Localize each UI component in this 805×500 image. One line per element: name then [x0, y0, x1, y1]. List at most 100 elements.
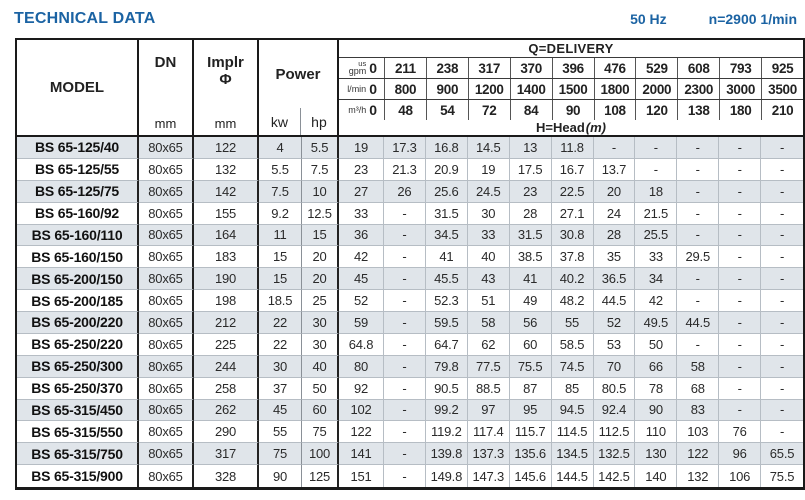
head-value-cell: 33: [339, 202, 384, 225]
head-value-cell: 59.5: [425, 312, 468, 334]
hp-cell: 5.5: [302, 137, 339, 159]
head-value-cell: 44.5: [677, 312, 720, 334]
delivery-value: 211: [384, 58, 426, 78]
head-value-cell: 19: [339, 137, 384, 159]
delivery-unit-row-l_min: l/min 0 800 900 1200 1400 1500 1800 2000 2300 3000…: [339, 78, 803, 99]
head-value-cell: 23: [339, 158, 384, 181]
head-value-cell: -: [384, 202, 426, 225]
hp-cell: 10: [302, 180, 339, 203]
delivery-value: 90: [551, 100, 594, 120]
implr-cell: 183: [194, 246, 259, 269]
head-value-cell: -: [719, 290, 762, 312]
model-cell: BS 65-125/40: [17, 137, 139, 159]
kw-cell: 75: [259, 443, 302, 466]
head-value-cell: 147.3: [468, 465, 510, 487]
head-value-cell: 134.5: [551, 443, 594, 466]
head-value-cell: 92: [339, 377, 384, 400]
implr-cell: 142: [194, 180, 259, 203]
implr-cell: 328: [194, 465, 259, 487]
head-value-cell: 16.8: [425, 137, 468, 159]
implr-cell: 164: [194, 224, 259, 247]
head-value-cell: 33: [635, 246, 678, 269]
head-value-cell: 65.5: [761, 443, 803, 466]
table-row: BS 65-125/40 80x65 122 4 5.5 19 17.3 16.8 14.5 13…: [17, 137, 803, 159]
head-value-cell: -: [677, 333, 720, 356]
implr-cell: 317: [194, 443, 259, 466]
head-value-cell: -: [677, 268, 720, 291]
head-value-cell: 115.7: [509, 421, 552, 444]
column-header-model: MODEL: [17, 40, 139, 135]
delivery-unit-rows: us gpm 0 211 238 317 370 396 476 529 608 793 925 l/mi…: [339, 57, 803, 120]
head-unit-label: (m): [585, 120, 606, 135]
head-value-cell: 122: [677, 443, 720, 466]
model-cell: BS 65-315/450: [17, 399, 139, 422]
kw-cell: 9.2: [259, 202, 302, 225]
head-value-cell: -: [761, 356, 803, 378]
table-row: BS 65-200/150 80x65 190 15 20 45-45.5 43 41 40.2…: [17, 268, 803, 291]
head-value-cell: 58: [677, 355, 720, 378]
dn-cell: 80x65: [139, 421, 194, 444]
head-value-cell: 55: [551, 312, 594, 334]
column-header-delivery: Q=DELIVERY us gpm 0 211 238 317 370 396 476 529 60…: [339, 40, 803, 135]
head-value-cell: -: [761, 400, 803, 422]
head-value-cell: 40.2: [551, 268, 594, 291]
delivery-value: 608: [677, 58, 719, 78]
kw-cell: 37: [259, 377, 302, 400]
head-value-cell: -: [719, 377, 762, 400]
unit_us_top-label: us: [358, 58, 367, 68]
delivery-value: 180: [719, 100, 761, 120]
dn-cell: 80x65: [139, 377, 194, 400]
power-header-label: Power: [275, 65, 321, 83]
head-value-cell: 13.7: [593, 158, 636, 181]
head-value-cell: 76: [719, 421, 762, 444]
head-value-cell: -: [719, 355, 762, 378]
table-row: BS 65-315/450 80x65 262 45 60 102-99.2 97 95 94.…: [17, 399, 803, 422]
head-value-cell: 114.5: [551, 421, 594, 444]
head-value-cell: 66: [635, 355, 678, 378]
head-value-cell: 31.5: [425, 202, 468, 225]
model-cell: BS 65-125/75: [17, 180, 139, 203]
head-value-cell: -: [719, 333, 762, 356]
table-row: BS 65-200/220 80x65 212 22 30 59-59.5 58 56 55 52…: [17, 312, 803, 334]
dn-header-label: DN: [154, 54, 177, 71]
head-value-cell: 43: [467, 268, 510, 291]
head-value-cell: -: [761, 421, 803, 444]
head-value-cell: -: [719, 312, 762, 334]
head-value-cell: 28: [593, 224, 636, 247]
unit_lmin-label: l/min: [347, 83, 367, 94]
head-value-cell: 132: [677, 465, 720, 487]
implr-cell: 225: [194, 333, 259, 356]
frequency-label: 50 Hz: [630, 11, 667, 27]
hp-cell: 25: [302, 290, 339, 312]
head-value-cell: 75.5: [509, 355, 552, 378]
hp-cell: 15: [302, 224, 339, 247]
head-value-cell: 90: [635, 399, 678, 422]
table-row: BS 65-200/185 80x65 198 18.5 25 52-52.3 51 49 48…: [17, 290, 803, 312]
head-value-cell: 87: [509, 377, 552, 400]
implr-cell: 190: [194, 268, 259, 291]
delivery-value: 800: [384, 79, 426, 99]
technical-data-table: MODEL DN mm Implr Φ mm Power kw hp Q=DELI…: [15, 38, 805, 490]
model-cell: BS 65-250/300: [17, 355, 139, 378]
head-value-cell: 80.5: [593, 377, 636, 400]
dn-cell: 80x65: [139, 224, 194, 247]
kw-cell: 15: [259, 268, 302, 291]
head-value-cell: 142.5: [594, 465, 636, 487]
head-value-cell: 64.7: [425, 333, 468, 356]
head-value-cell: -: [384, 443, 426, 466]
head-value-cell: 50: [635, 333, 678, 356]
kw-unit-label: kw: [259, 108, 301, 135]
head-value-cell: 36: [339, 224, 384, 247]
delivery-value: 476: [593, 58, 636, 78]
head-value-cell: 53: [593, 333, 636, 356]
table-row: BS 65-125/55 80x65 132 5.5 7.5 23 21.3 20.9 19 17…: [17, 158, 803, 181]
kw-cell: 45: [259, 399, 302, 422]
table-row: BS 65-125/75 80x65 142 7.5 10 27 26 25.6 24.5 23 2…: [17, 180, 803, 203]
model-cell: BS 65-160/110: [17, 224, 139, 247]
head-value-cell: -: [384, 290, 426, 312]
model-cell: BS 65-160/150: [17, 246, 139, 269]
head-value-cell: 37.8: [551, 246, 594, 269]
implr-cell: 290: [194, 421, 259, 444]
delivery-value: 1400: [509, 79, 552, 99]
head-value-cell: 70: [593, 355, 636, 378]
